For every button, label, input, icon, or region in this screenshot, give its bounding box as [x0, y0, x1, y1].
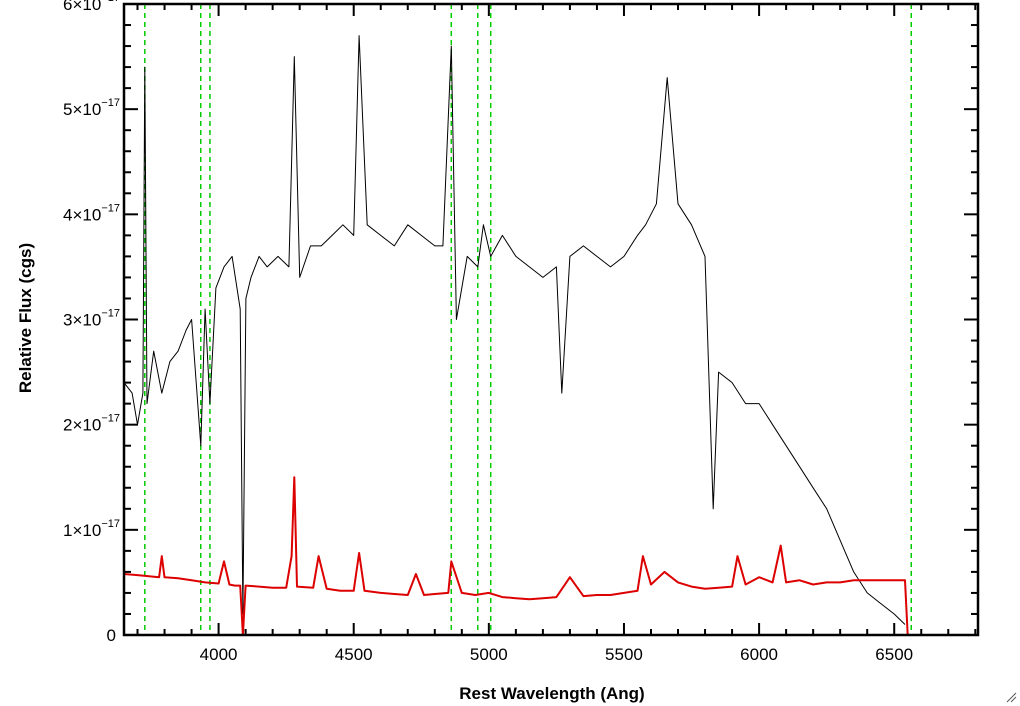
y-tick-label: 5×10−17	[63, 97, 120, 119]
x-tick-label: 6000	[740, 645, 778, 664]
series-line-0	[123, 35, 906, 625]
x-tick-label: 4000	[200, 645, 238, 664]
plot-frame	[122, 2, 980, 637]
x-axis-label: Rest Wavelength (Ang)	[459, 684, 644, 703]
x-tick-label: 6500	[875, 645, 913, 664]
resize-grip-icon[interactable]	[1005, 691, 1017, 703]
x-tick-label: 5500	[605, 645, 643, 664]
x-axis-ticks: 4000 4500 5000 5500 6000 6500	[136, 4, 977, 664]
emission-line-markers	[144, 4, 912, 635]
series-layer	[123, 35, 978, 636]
y-tick-label: 0	[107, 626, 116, 645]
x-tick-label: 5000	[470, 645, 508, 664]
y-axis-ticks: 0 1×10−17 2×10−17 3×10−17 4×10−17 5×10−17 6×10…	[63, 0, 978, 645]
x-tick-label: 4500	[335, 645, 373, 664]
y-tick-label: 6×10−17	[63, 0, 120, 14]
y-tick-label: 4×10−17	[63, 202, 120, 224]
y-axis-label: Relative Flux (cgs)	[16, 243, 35, 393]
y-tick-label: 2×10−17	[63, 413, 120, 435]
axes-frame	[122, 2, 980, 637]
y-tick-label: 1×10−17	[63, 518, 120, 540]
series-line-1	[123, 476, 978, 636]
y-tick-label: 3×10−17	[63, 308, 120, 330]
